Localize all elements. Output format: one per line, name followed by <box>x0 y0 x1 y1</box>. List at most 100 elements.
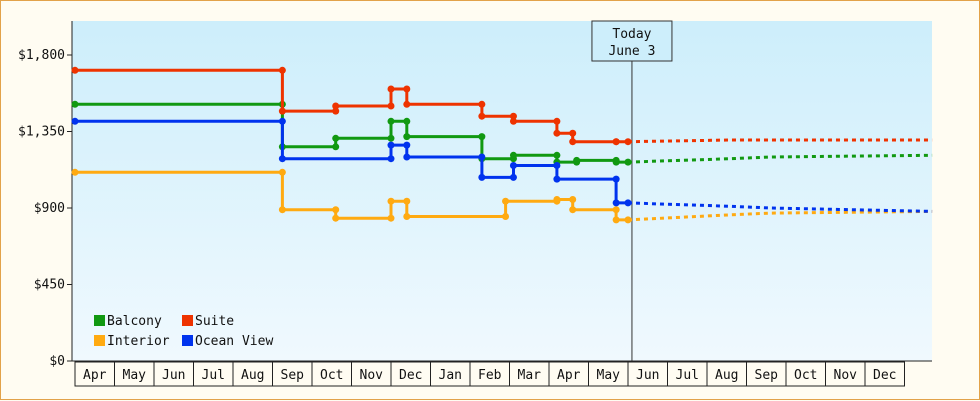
series-projection-suite <box>627 138 933 144</box>
series-point-suite <box>278 66 286 74</box>
series-point-ocean-view <box>509 162 517 169</box>
series-point-ocean-view <box>478 153 486 161</box>
series-point-ocean-view <box>553 175 561 183</box>
month-label: Nov <box>360 368 384 383</box>
month-box <box>232 361 273 387</box>
legend-label: Interior <box>107 334 170 349</box>
series-point-balcony <box>573 156 581 164</box>
series-point-ocean-view <box>478 173 486 181</box>
series-layer <box>71 66 933 224</box>
month-label: May <box>597 368 621 383</box>
month-box <box>548 361 589 387</box>
month-label: Feb <box>478 368 502 383</box>
y-axis: $0 $450 $900 $1,350 $1,800 <box>18 21 73 369</box>
series-point-balcony <box>478 133 486 141</box>
series-point-interior <box>403 197 411 205</box>
series-point-balcony <box>612 158 620 166</box>
month-label: Jun <box>636 368 659 383</box>
series-point-ocean-view <box>612 175 620 183</box>
series-point-interior <box>71 168 79 176</box>
month-label: Dec <box>399 368 422 383</box>
series-point-ocean-view <box>403 141 411 149</box>
series-point-suite <box>509 117 517 125</box>
y-tick-label: $900 <box>34 201 65 216</box>
month-box <box>785 361 826 387</box>
series-point-suite <box>387 102 395 110</box>
series-point-interior <box>387 214 395 222</box>
series-point-balcony <box>387 117 395 125</box>
legend-swatch <box>94 315 105 326</box>
series-point-ocean-view <box>278 117 286 125</box>
month-box <box>193 361 234 387</box>
series-point-ocean-view <box>387 155 395 163</box>
month-label: Aug <box>241 368 264 383</box>
today-label: Today <box>612 27 651 42</box>
y-tick-label: $0 <box>49 354 65 369</box>
series-point-ocean-view <box>509 173 517 181</box>
legend-label: Suite <box>195 314 234 329</box>
series-point-interior <box>278 206 286 214</box>
series-point-suite <box>569 138 577 146</box>
series-line-interior <box>75 170 628 222</box>
month-box <box>74 361 115 387</box>
series-point-interior <box>502 213 510 220</box>
series-point-interior <box>403 213 411 220</box>
series-point-balcony <box>332 143 340 151</box>
series-point-suite <box>387 85 395 93</box>
series-point-interior <box>332 214 340 222</box>
series-point-balcony <box>332 134 340 142</box>
month-label: Nov <box>834 368 858 383</box>
series-point-interior <box>612 206 620 214</box>
series-point-suite <box>71 66 79 74</box>
legend-swatch <box>94 335 105 346</box>
today-box <box>591 20 673 62</box>
month-label: Sep <box>755 368 779 383</box>
series-point-suite <box>278 107 286 115</box>
today-marker: Today June 3 <box>591 20 673 361</box>
series-projection-balcony <box>627 153 933 164</box>
series-line-ocean-view <box>75 119 628 205</box>
month-label: Apr <box>83 368 107 383</box>
series-point-balcony <box>387 134 395 142</box>
month-box <box>588 361 629 387</box>
series-point-interior <box>612 216 620 224</box>
series-point-suite <box>332 107 340 115</box>
series-point-balcony <box>509 151 517 159</box>
month-box <box>667 361 708 387</box>
y-tick-label: $1,800 <box>18 48 65 63</box>
series-point-balcony <box>403 117 411 125</box>
month-box <box>469 361 510 387</box>
series-point-balcony <box>553 151 561 159</box>
series-point-interior <box>387 197 395 205</box>
month-label: Jul <box>202 368 225 383</box>
month-label: Jul <box>676 368 699 383</box>
month-label: May <box>123 368 147 383</box>
legend-swatch <box>182 315 193 326</box>
month-label: Dec <box>873 368 896 383</box>
month-box <box>114 361 155 387</box>
series-point-interior <box>569 196 577 203</box>
x-axis: Apr May Jun Jul Aug Sep Oct Nov Dec Jan Feb Mar Apr M… <box>72 360 932 387</box>
series-point-ocean-view <box>403 153 411 161</box>
series-point-suite <box>403 100 411 108</box>
legend-label: Ocean View <box>195 334 273 349</box>
month-label: Apr <box>557 368 581 383</box>
plot-area <box>72 21 932 361</box>
series-point-interior <box>278 168 286 176</box>
legend: Balcony Suite Interior Ocean View <box>94 314 273 349</box>
series-point-ocean-view <box>71 117 79 125</box>
month-label: Jun <box>162 368 185 383</box>
month-label: Jan <box>439 368 462 383</box>
month-label: Oct <box>320 368 343 383</box>
today-date-label: June 3 <box>608 44 655 59</box>
series-point-suite <box>478 112 486 120</box>
month-label: Aug <box>715 368 738 383</box>
series-point-suite <box>332 102 340 110</box>
series-point-interior <box>553 196 561 203</box>
series-point-interior <box>502 197 510 205</box>
series-point-suite <box>478 100 486 108</box>
series-point-ocean-view <box>278 155 286 163</box>
series-point-balcony <box>71 100 79 108</box>
